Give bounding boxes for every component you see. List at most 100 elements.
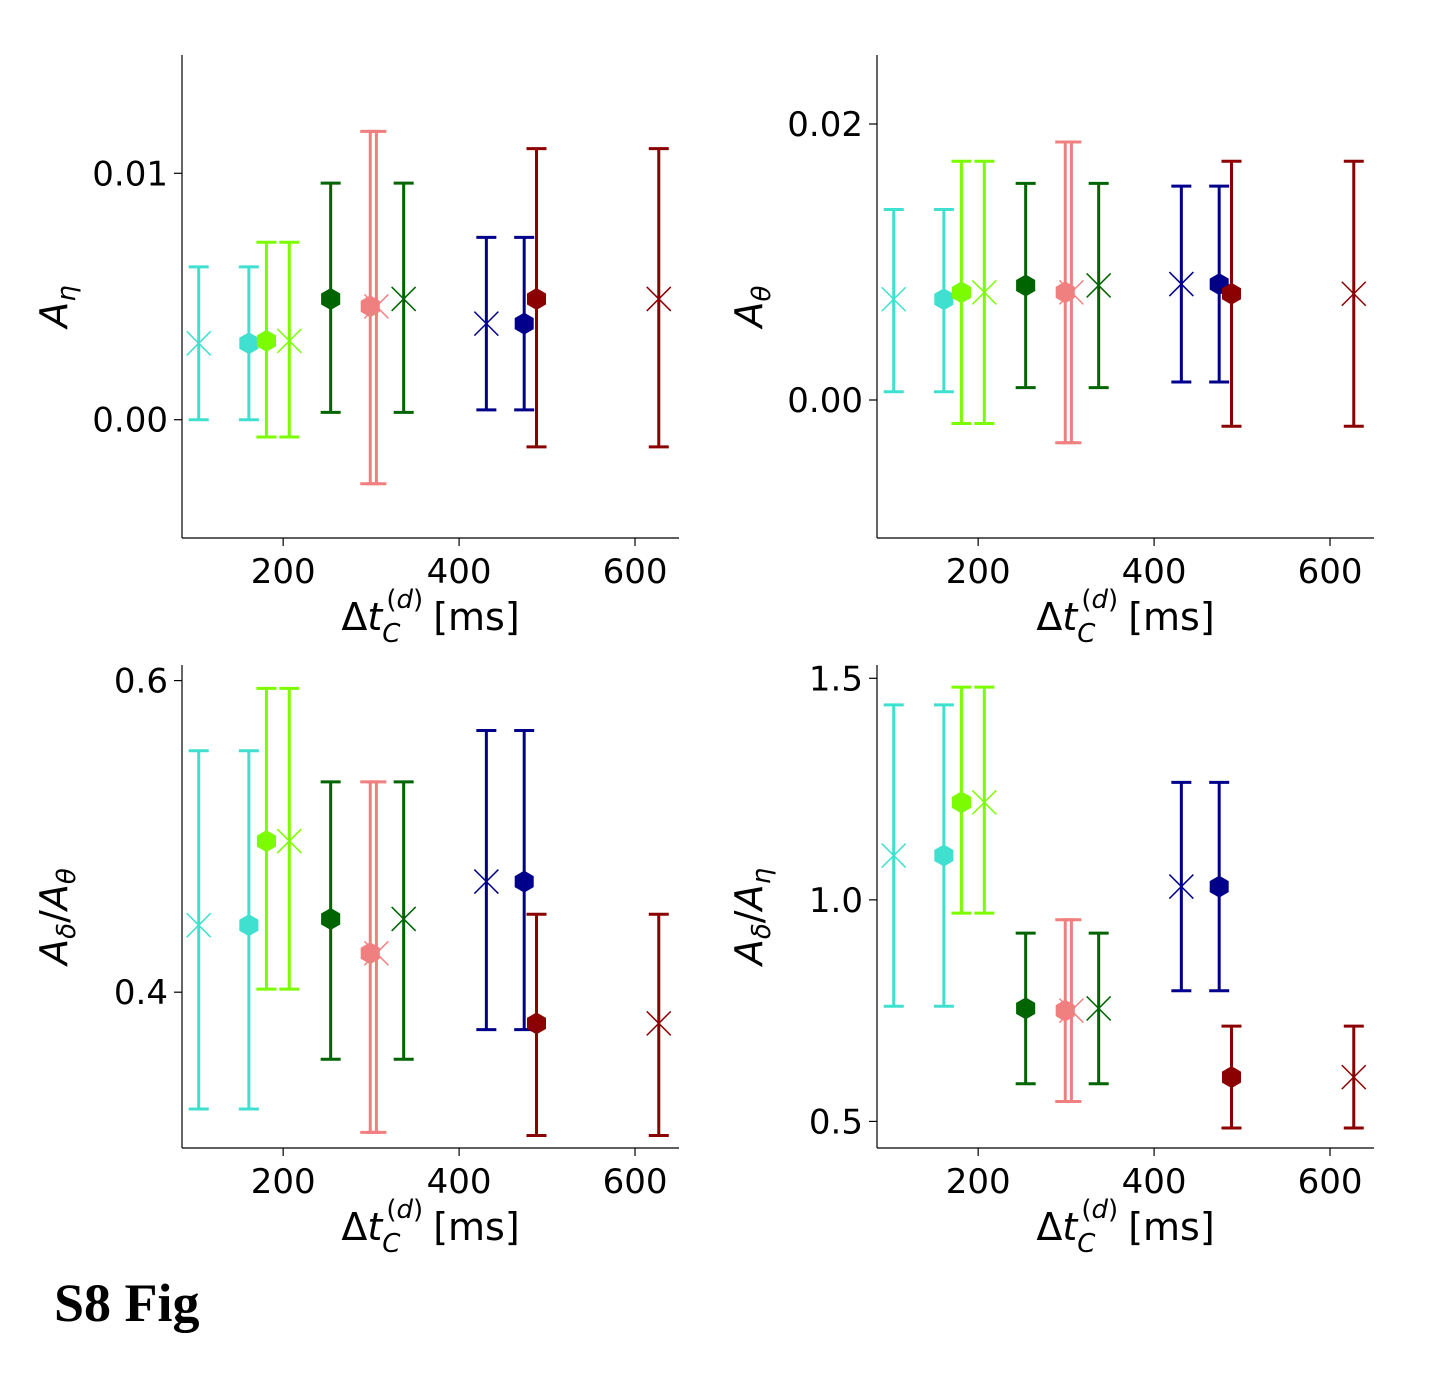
panel-3-series-5-darkgreen-cross [1086, 931, 1112, 1086]
panel-1-series-5-darkgreen-cross [1086, 181, 1112, 390]
cross-marker-b [1168, 271, 1194, 297]
panel-1-xtick-label: 200 [946, 552, 1011, 592]
cross-marker-b [186, 912, 212, 938]
panel-0-ylabel: Aη​ [32, 285, 82, 330]
hexagon-marker [934, 844, 954, 867]
panel-2-series-3-lawngreen-cross [276, 686, 302, 991]
cross-marker-b [1168, 874, 1194, 900]
panel-3-series-8-darkblue-cross [1168, 780, 1194, 993]
panel-1-series-2-lawngreen-hexagon [951, 159, 972, 425]
panel-2-series-1-turquoise-hexagon [238, 749, 259, 1111]
panel-1-series-8-darkblue-cross [1168, 184, 1194, 384]
panel-2-series-4-darkgreen-hexagon [320, 780, 341, 1061]
panel-3-xtick-label: 600 [1298, 1162, 1363, 1202]
panel-2-ytick-label: 0.4 [114, 973, 168, 1013]
hexagon-marker [321, 288, 341, 310]
hexagon-marker [1209, 875, 1229, 898]
panel-1-xlabel: ΔtC(d) [ms] [1036, 585, 1214, 649]
cross-marker-b [1058, 279, 1084, 305]
cross-marker-b [646, 286, 672, 312]
panel-0-xtick-label: 400 [427, 552, 492, 592]
panel-3-ytick-label: 0.5 [809, 1102, 863, 1142]
hexagon-marker [321, 908, 341, 930]
panel-2-series-2-lawngreen-hexagon [256, 686, 277, 991]
hexagon-marker [1016, 274, 1036, 297]
cross-marker-b [1341, 1064, 1367, 1090]
panel-1-ytick-label: 0.02 [787, 105, 863, 145]
panel-0-series-11-darkred-cross [646, 147, 672, 449]
panel-2-xlabel: ΔtC(d) [ms] [341, 1195, 519, 1259]
cross-marker-b [1341, 281, 1367, 307]
panel-0-ytick-label: 0.00 [92, 401, 168, 441]
panel-1-xtick-label: 600 [1298, 552, 1363, 592]
panel-2-ylabel: Aδ​/Aθ​ [32, 868, 82, 968]
hexagon-marker [239, 332, 259, 355]
panel-0-series-8-darkblue-cross [473, 235, 499, 412]
panel-0-xtick-label: 600 [603, 552, 668, 592]
cross-marker-b [363, 293, 389, 319]
panel-3-xtick-label: 400 [1122, 1162, 1187, 1202]
panel-2-series-10-darkred-hexagon [526, 912, 547, 1138]
cross-marker-b [276, 328, 302, 354]
hexagon-marker [934, 288, 954, 311]
panel-3-series-1-turquoise-hexagon [933, 703, 954, 1008]
cross-marker-b [473, 869, 499, 895]
hexagon-marker [256, 830, 276, 853]
panel-3-ytick-label: 1.5 [809, 659, 863, 699]
hexagon-marker [527, 288, 546, 310]
panel-0-series-5-darkgreen-cross [391, 181, 417, 414]
panel-1-ytick-label: 0.00 [787, 381, 863, 421]
panel-0-series-9-darkblue-hexagon [514, 235, 535, 412]
cross-marker-b [391, 286, 417, 312]
hexagon-marker [514, 870, 534, 893]
cross-marker-b [186, 330, 212, 356]
panel-2-series-7-lightcoral-cross [363, 780, 389, 1134]
panel-2-xtick-label: 200 [251, 1162, 316, 1202]
cross-marker-b [971, 279, 997, 305]
hexagon-marker [1222, 282, 1241, 305]
cross-marker-b [971, 789, 997, 815]
hexagon-marker [239, 914, 259, 937]
cross-marker-b [646, 1010, 672, 1036]
hexagon-marker [951, 791, 971, 814]
panel-1-series-11-darkred-cross [1341, 159, 1367, 428]
panel-3-series-7-lightcoral-cross [1058, 918, 1084, 1103]
panel-3-ytick-label: 1.0 [809, 881, 863, 921]
panel-3: 200 400 600 0.5 1.0 1.5 Aδ​/Aη​ ΔtC(d)[ms] [727, 659, 1374, 1259]
hexagon-marker [514, 312, 534, 335]
hexagon-marker [951, 281, 971, 304]
panel-2-xtick-label: 600 [603, 1162, 668, 1202]
panel-3-series-11-darkred-cross [1341, 1024, 1367, 1130]
panel-3-ylabel: Aδ​/Aη​ [727, 868, 777, 968]
panel-1-series-0-turquoise-cross [881, 208, 907, 394]
cross-marker-b [881, 843, 907, 869]
panel-3-series-0-turquoise-cross [881, 703, 907, 1008]
panel-0-ytick-label: 0.01 [92, 154, 168, 194]
cross-marker-b [391, 906, 417, 932]
hexagon-marker [1016, 997, 1036, 1020]
hexagon-marker [256, 329, 276, 352]
panel-1-series-10-darkred-hexagon [1221, 159, 1242, 428]
cross-marker-b [276, 828, 302, 854]
panel-2-series-5-darkgreen-cross [391, 780, 417, 1061]
hexagon-marker [527, 1012, 546, 1035]
panel-2-series-8-darkblue-cross [473, 728, 499, 1032]
panel-3-xlabel: ΔtC(d) [ms] [1036, 1195, 1214, 1259]
cross-marker-b [363, 940, 389, 966]
panel-0-series-7-lightcoral-cross [363, 129, 389, 486]
panel-3-series-3-lawngreen-cross [971, 685, 997, 915]
hexagon-marker [1222, 1066, 1241, 1089]
cross-marker-b [1086, 272, 1112, 298]
panel-1-series-1-turquoise-hexagon [933, 208, 954, 394]
panel-0-series-0-turquoise-cross [186, 265, 212, 422]
panel-0-xlabel: ΔtC(d) [ms] [341, 585, 519, 649]
panel-1-xtick-label: 400 [1122, 552, 1187, 592]
panel-3-series-9-darkblue-hexagon [1209, 780, 1230, 993]
panel-2-series-0-turquoise-cross [186, 749, 212, 1111]
panel-2-xtick-label: 400 [427, 1162, 492, 1202]
panel-2-ytick-label: 0.6 [114, 662, 168, 702]
panel-2-series-9-darkblue-hexagon [514, 728, 535, 1032]
panel-1-ylabel: Aθ​ [727, 285, 777, 330]
panel-1-series-9-darkblue-hexagon [1209, 184, 1230, 384]
